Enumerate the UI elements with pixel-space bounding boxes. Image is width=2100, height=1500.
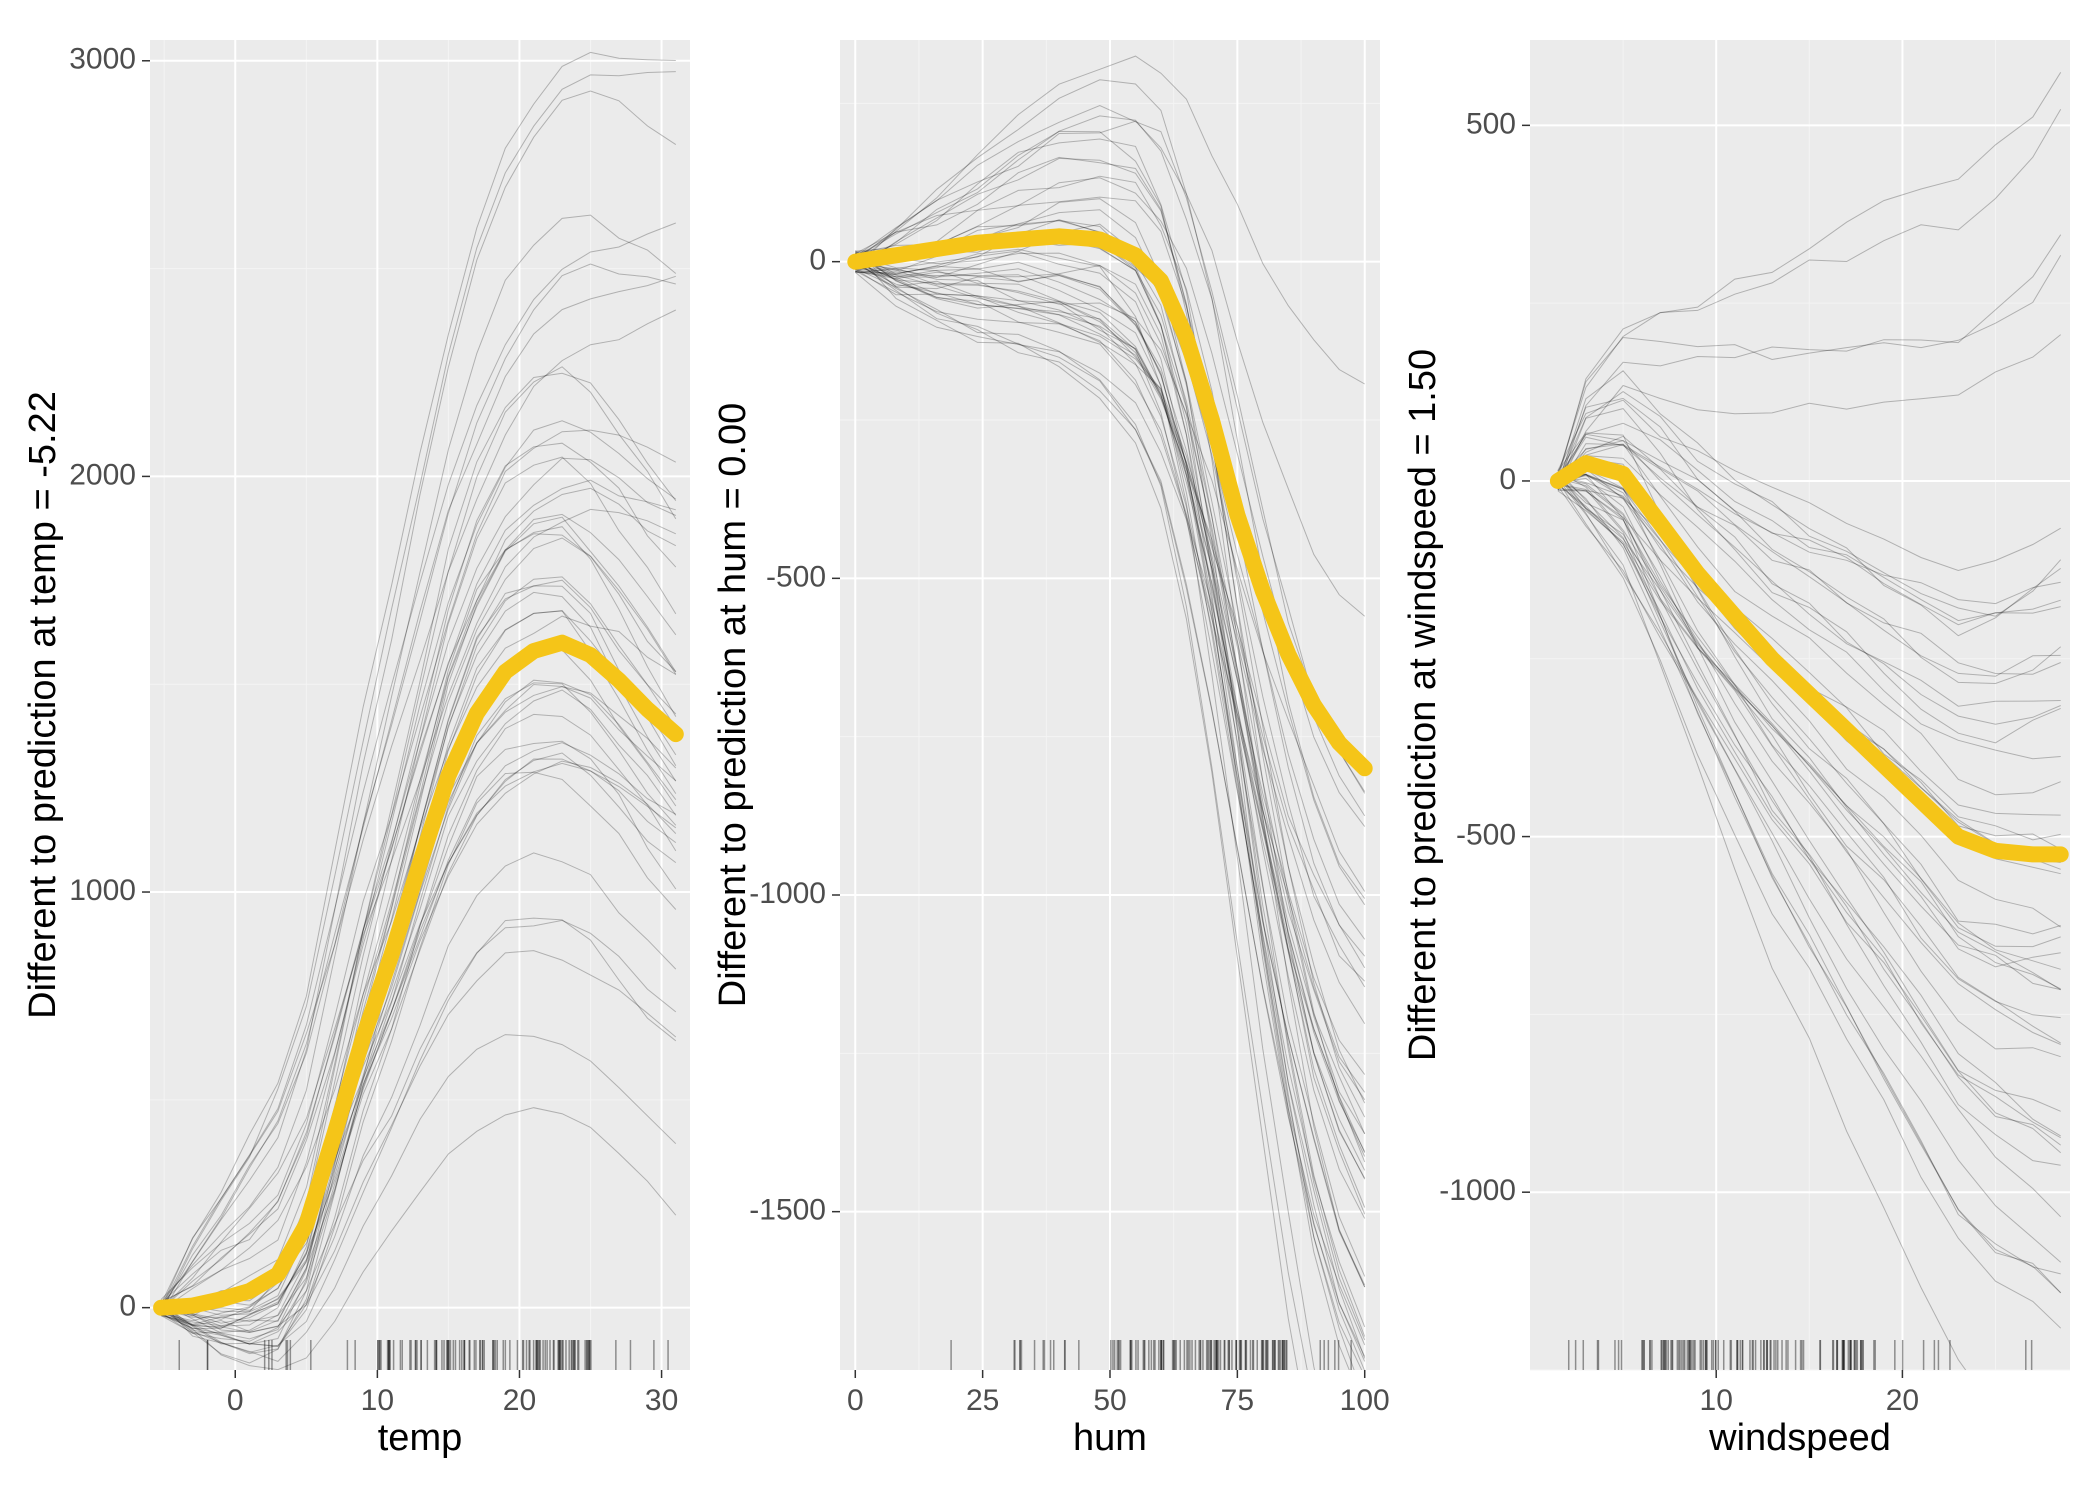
y-tick-label: 1000: [69, 874, 136, 907]
x-tick-label: 0: [847, 1384, 864, 1417]
y-axis-label: Different to prediction at windspeed = 1…: [1402, 349, 1444, 1061]
y-tick-label: -1500: [749, 1194, 826, 1227]
y-tick-label: -1000: [1439, 1174, 1516, 1207]
y-axis-label: Different to prediction at hum = 0.00: [712, 403, 754, 1008]
x-axis: 0 25 50 75 100: [847, 1370, 1390, 1417]
x-axis-label: hum: [1073, 1417, 1147, 1459]
x-tick-label: 75: [1221, 1384, 1254, 1417]
y-tick-label: 0: [809, 244, 826, 277]
y-tick-label: -1000: [749, 877, 826, 910]
x-axis-label: windspeed: [1708, 1417, 1891, 1459]
x-tick-label: 0: [227, 1384, 244, 1417]
y-axis-label: Different to prediction at temp = -5.22: [22, 391, 64, 1019]
y-tick-label: -500: [1456, 818, 1516, 851]
x-axis: 10 20: [1700, 1370, 1920, 1417]
x-tick-label: 20: [503, 1384, 536, 1417]
y-axis: 0 1000 2000 3000: [69, 43, 150, 1323]
plot-bg: [1530, 40, 2070, 1370]
x-axis: 0 10 20 30: [227, 1370, 678, 1417]
y-tick-label: 0: [119, 1290, 136, 1323]
y-tick-label: 500: [1466, 107, 1516, 140]
x-tick-label: 10: [1700, 1384, 1733, 1417]
y-tick-label: 3000: [69, 43, 136, 76]
panel-windspeed: -1000 -500 0 500 10 20windspeed Different to p…: [1400, 20, 2080, 1480]
x-tick-label: 30: [645, 1384, 678, 1417]
panel-temp: 0 1000 2000 3000 0 10 20 30 temp Different to pre…: [20, 20, 700, 1480]
chart-container: 01000200030000102030tempDifferent to pre…: [20, 20, 2080, 1480]
panel-svg-temp: 0 1000 2000 3000 0 10 20 30 temp Different to pre…: [20, 20, 700, 1480]
x-tick-label: 20: [1886, 1384, 1919, 1417]
panel-svg-hum: -1500 -1000 -500 0 0 25 50 75 100 hum Different to…: [710, 20, 1390, 1480]
x-tick-label: 25: [966, 1384, 999, 1417]
x-tick-label: 10: [361, 1384, 394, 1417]
panel-hum: -1500 -1000 -500 0 0 25 50 75 100 hum Different to…: [710, 20, 1390, 1480]
x-tick-label: 100: [1340, 1384, 1390, 1417]
panel-svg-windspeed: -1000 -500 0 500 10 20windspeed Different to p…: [1400, 20, 2080, 1480]
y-tick-label: 0: [1499, 463, 1516, 496]
y-tick-label: -500: [766, 560, 826, 593]
y-axis: -1000 -500 0 500: [1439, 107, 1530, 1207]
x-axis-label: temp: [378, 1417, 462, 1459]
x-tick-label: 50: [1093, 1384, 1126, 1417]
y-tick-label: 2000: [69, 458, 136, 491]
y-axis: -1500 -1000 -500 0: [749, 244, 840, 1227]
